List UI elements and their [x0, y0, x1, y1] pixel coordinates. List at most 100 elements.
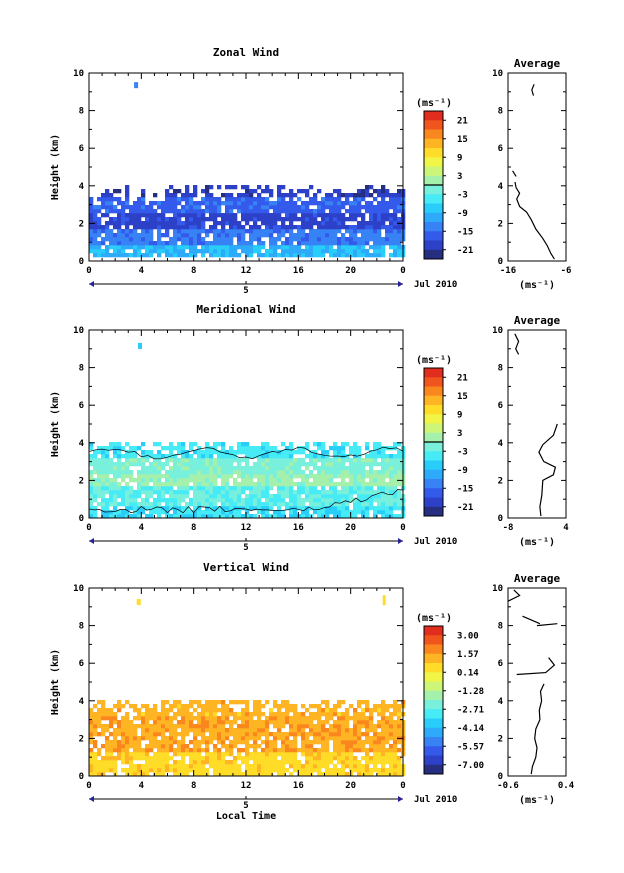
heatmap-cell — [169, 728, 174, 733]
heatmap-cell — [241, 209, 246, 214]
heatmap-cell — [249, 446, 254, 451]
heatmap-cell — [125, 205, 130, 210]
heatmap-cell — [125, 756, 130, 761]
heatmap-cell — [309, 720, 314, 725]
heatmap-cell — [165, 458, 170, 463]
heatmap-cell — [237, 205, 242, 210]
heatmap-cell — [357, 772, 362, 777]
heatmap-cell — [349, 201, 354, 206]
heatmap-cell — [109, 486, 114, 491]
heatmap-cells — [89, 442, 406, 519]
heatmap-cell — [369, 229, 374, 234]
heatmap-cell — [169, 209, 174, 214]
heatmap-cell — [289, 470, 294, 475]
heatmap-cell — [233, 233, 238, 238]
heatmap-cell — [165, 217, 170, 222]
heatmap-cell — [317, 490, 322, 495]
heatmap-cell — [105, 716, 110, 721]
heatmap-cell — [229, 450, 234, 455]
heatmap-cell — [133, 233, 138, 238]
heatmap-cell — [337, 470, 342, 475]
heatmap-cell — [397, 197, 402, 202]
heatmap-cell — [301, 514, 306, 519]
heatmap-cell — [285, 237, 290, 242]
heatmap-cell — [289, 482, 294, 487]
heatmap-cell — [357, 221, 362, 226]
heatmap-cell — [237, 462, 242, 467]
heatmap-cell — [313, 450, 318, 455]
heatmap-cell — [125, 728, 130, 733]
heatmap-cell — [393, 442, 398, 447]
heatmap-cell — [365, 510, 370, 515]
heatmap-cell — [341, 446, 346, 451]
heatmap-cell — [97, 474, 102, 479]
heatmap-cell — [253, 474, 258, 479]
heatmap-cell — [265, 442, 270, 447]
heatmap-cell — [333, 704, 338, 709]
heatmap-cell — [249, 712, 254, 717]
heatmap-cell — [109, 209, 114, 214]
heatmap-cell — [301, 764, 306, 769]
heatmap-cell — [233, 466, 238, 471]
average-y-tick-label: 6 — [498, 659, 503, 669]
heatmap-cell — [233, 498, 238, 503]
heatmap-cell — [149, 514, 154, 519]
heatmap-cell — [149, 510, 154, 515]
heatmap-cell — [237, 768, 242, 773]
heatmap-cell — [285, 712, 290, 717]
heatmap-cell — [325, 193, 330, 198]
heatmap-cell — [293, 728, 298, 733]
heatmap-cell — [197, 225, 202, 230]
heatmap-cell — [241, 225, 246, 230]
heatmap-cell — [385, 756, 390, 761]
heatmap-cell — [397, 209, 402, 214]
heatmap-cell — [281, 716, 286, 721]
heatmap-cell — [349, 249, 354, 254]
heatmap-cell — [149, 712, 154, 717]
heatmap-cell — [301, 229, 306, 234]
heatmap-cell — [361, 189, 366, 194]
heatmap-cell — [125, 189, 130, 194]
heatmap-cell — [209, 249, 214, 254]
heatmap-cell — [373, 197, 378, 202]
heatmap-cell — [293, 253, 298, 258]
heatmap-cell — [117, 217, 122, 222]
heatmap-cell — [153, 724, 158, 729]
heatmap-cell — [189, 233, 194, 238]
heatmap-cell — [289, 494, 294, 499]
heatmap-cell — [273, 712, 278, 717]
x-axis-label: Local Time — [216, 810, 276, 822]
heatmap-cell — [93, 728, 98, 733]
heatmap-cell — [385, 486, 390, 491]
heatmap-cell — [109, 446, 114, 451]
heatmap-cell — [377, 474, 382, 479]
heatmap-cell — [377, 253, 382, 258]
heatmap-cell — [273, 205, 278, 210]
heatmap-cell — [317, 482, 322, 487]
heatmap-cell — [321, 201, 326, 206]
heatmap-cell — [181, 486, 186, 491]
heatmap-cell — [349, 462, 354, 467]
heatmap-cell — [245, 498, 250, 503]
heatmap-cell — [165, 446, 170, 451]
heatmap-cell — [197, 700, 202, 705]
heatmap-cell — [213, 245, 218, 250]
heatmap-cell — [365, 229, 370, 234]
heatmap-cell — [341, 772, 346, 777]
heatmap-cell — [321, 494, 326, 499]
heatmap-cell — [373, 514, 378, 519]
heatmap-cell — [237, 241, 242, 246]
heatmap-cell — [253, 237, 258, 242]
heatmap-cell — [217, 724, 222, 729]
heatmap-cell — [333, 225, 338, 230]
heatmap-cell — [165, 197, 170, 202]
heatmap-cell — [369, 744, 374, 749]
heatmap-cell — [377, 205, 382, 210]
heatmap-cell — [353, 712, 358, 717]
heatmap-cell — [229, 486, 234, 491]
heatmap-cell — [397, 205, 402, 210]
heatmap-cell — [373, 506, 378, 511]
heatmap-cell — [385, 209, 390, 214]
heatmap-cell — [93, 724, 98, 729]
heatmap-cell — [173, 237, 178, 242]
